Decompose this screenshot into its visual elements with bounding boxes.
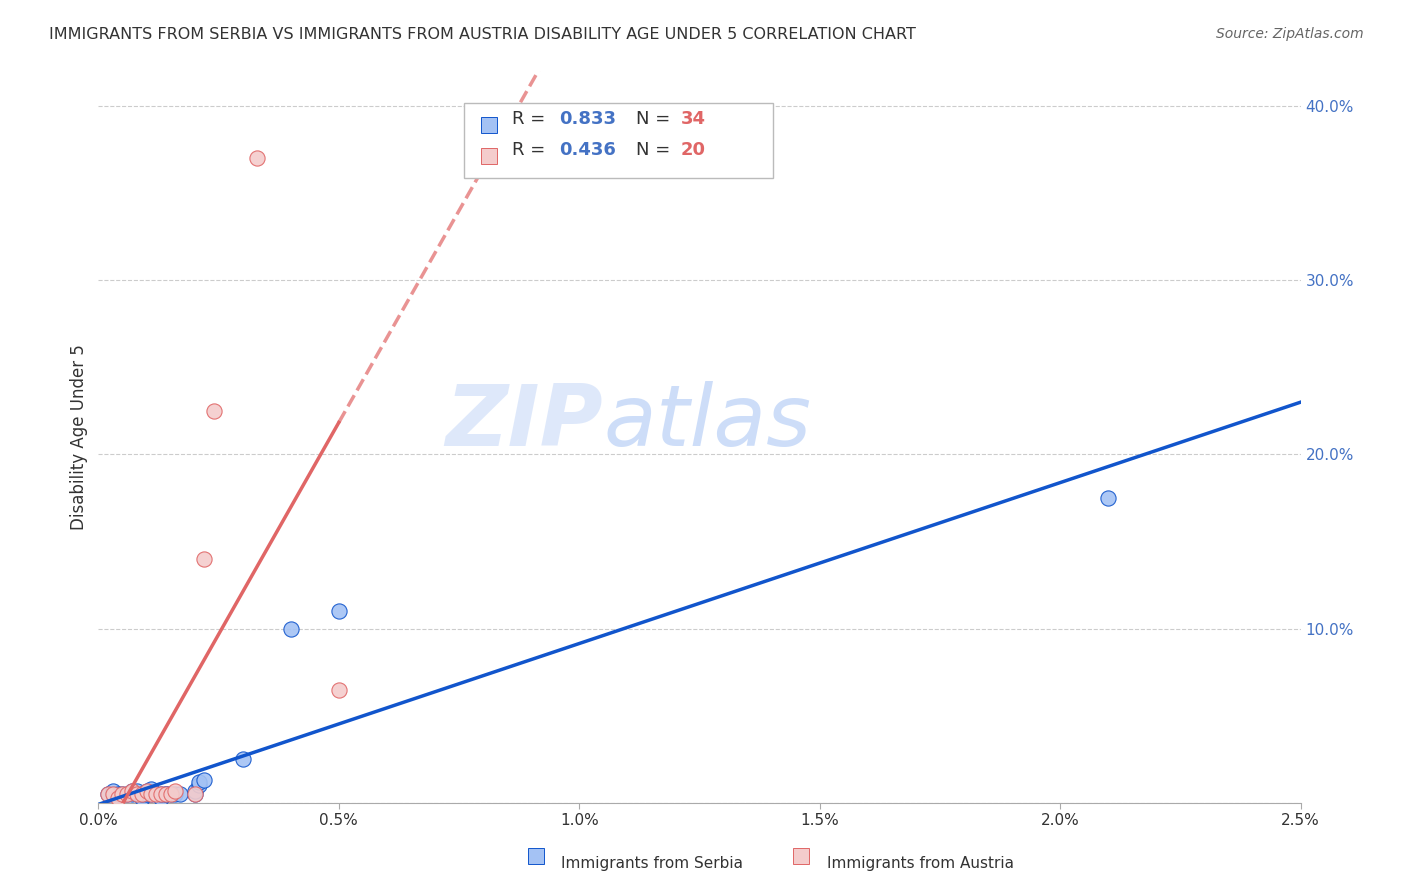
Point [246, 152, 269, 166]
Point [125, 783, 148, 797]
Point [202, 404, 225, 418]
Point [141, 787, 163, 801]
Point [149, 790, 172, 805]
Point [280, 622, 302, 636]
Point [188, 775, 211, 789]
Point [159, 787, 181, 801]
Point [328, 682, 350, 697]
Text: 0.436: 0.436 [560, 141, 616, 159]
Text: R =: R = [512, 111, 551, 128]
Point [135, 783, 157, 797]
Point [125, 787, 148, 801]
Point [101, 787, 124, 801]
Point [232, 752, 254, 766]
Point [328, 604, 350, 618]
Text: 34: 34 [681, 111, 706, 128]
Point [145, 787, 167, 801]
Point [159, 787, 181, 801]
Text: Immigrants from Serbia: Immigrants from Serbia [561, 855, 742, 871]
Point [145, 787, 167, 801]
Point [121, 783, 143, 797]
Point [111, 787, 134, 801]
Text: R =: R = [512, 141, 551, 159]
Point [193, 773, 215, 788]
Point [155, 787, 177, 801]
Text: IMMIGRANTS FROM SERBIA VS IMMIGRANTS FROM AUSTRIA DISABILITY AGE UNDER 5 CORRELA: IMMIGRANTS FROM SERBIA VS IMMIGRANTS FRO… [49, 27, 917, 42]
Point [125, 787, 148, 801]
Text: Source: ZipAtlas.com: Source: ZipAtlas.com [1216, 27, 1364, 41]
Point [1097, 491, 1119, 505]
Point [131, 790, 153, 805]
Text: N =: N = [637, 141, 676, 159]
Point [188, 778, 211, 792]
Point [117, 787, 139, 801]
Point [121, 783, 143, 797]
Point [149, 787, 172, 801]
Point [101, 783, 124, 797]
Point [111, 787, 134, 801]
Point [141, 787, 163, 801]
Point [141, 781, 163, 796]
Point [117, 787, 139, 801]
Point [155, 787, 177, 801]
Point [135, 787, 157, 801]
Point [165, 787, 187, 801]
Point [107, 790, 129, 805]
Point [135, 783, 157, 797]
Point [183, 783, 205, 797]
Point [131, 787, 153, 801]
Text: 0.833: 0.833 [560, 111, 617, 128]
Text: N =: N = [637, 111, 676, 128]
Point [183, 787, 205, 801]
Point [155, 787, 177, 801]
Text: Immigrants from Austria: Immigrants from Austria [827, 855, 1014, 871]
Text: ZIP: ZIP [446, 381, 603, 464]
Text: 20: 20 [681, 141, 706, 159]
Point [97, 787, 120, 801]
Point [101, 787, 124, 801]
Text: atlas: atlas [603, 381, 811, 464]
Y-axis label: Disability Age Under 5: Disability Age Under 5 [70, 344, 89, 530]
Point [135, 787, 157, 801]
Point [131, 787, 153, 801]
Point [165, 783, 187, 797]
Point [193, 552, 215, 566]
Point [97, 787, 120, 801]
Point [183, 787, 205, 801]
Point [149, 787, 172, 801]
Point [107, 787, 129, 801]
Point [169, 787, 191, 801]
Point [121, 787, 143, 801]
